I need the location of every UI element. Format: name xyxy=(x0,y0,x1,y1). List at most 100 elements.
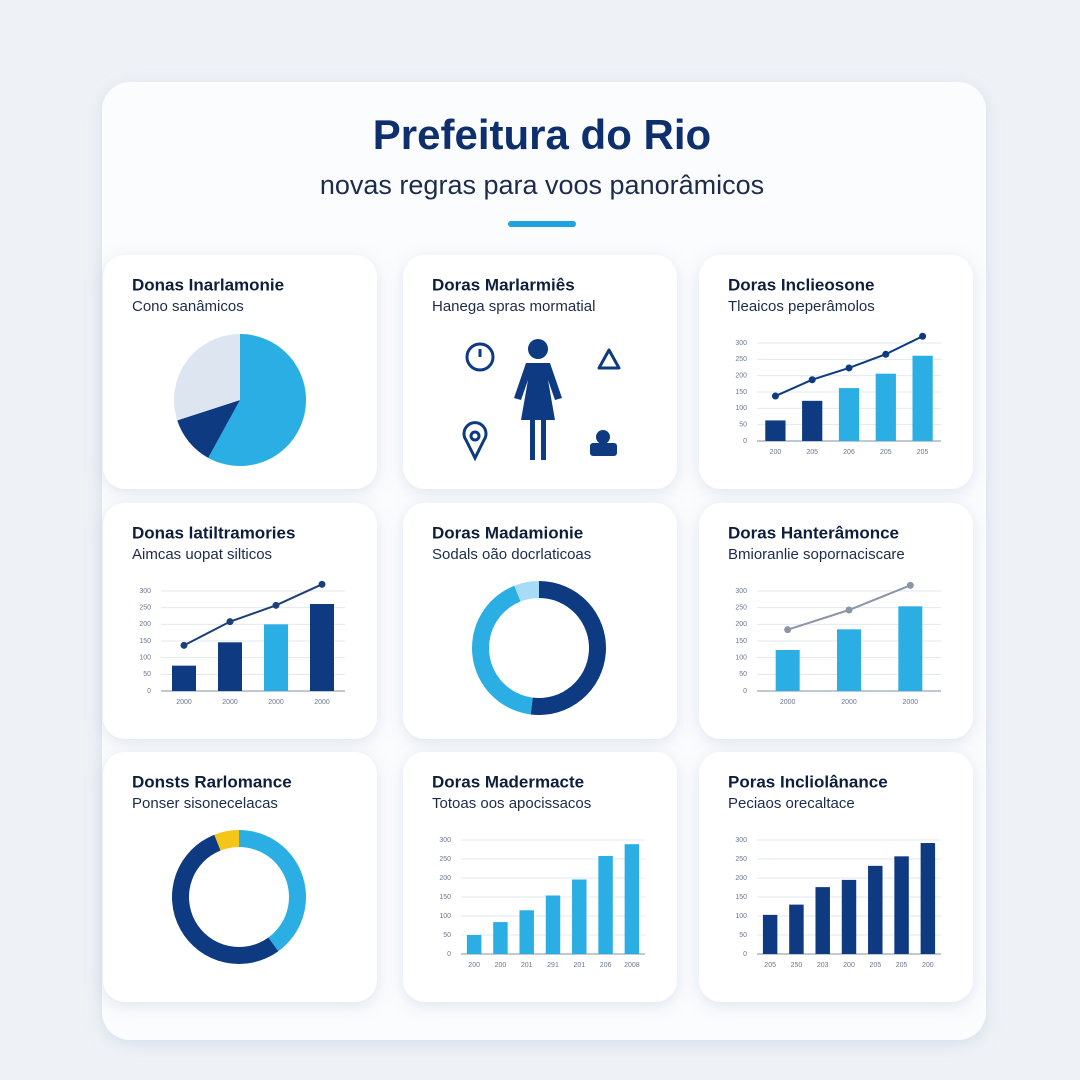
donut-slice xyxy=(472,585,533,715)
card: Doras Hanterâmonce Bmioranlie sopornacisc… xyxy=(699,503,973,739)
donut-slice xyxy=(514,581,539,602)
x-tick-label: 2000 xyxy=(314,699,330,706)
card-subtitle: Sodals oão docrlaticoas xyxy=(432,546,591,563)
x-tick-label: 206 xyxy=(843,449,855,456)
card-bg xyxy=(403,503,677,739)
triangle-icon xyxy=(597,348,621,370)
y-tick-label: 250 xyxy=(735,856,747,863)
y-tick-label: 200 xyxy=(439,875,451,882)
trend-point xyxy=(180,641,188,649)
card-subtitle: Totoas oos apocissacos xyxy=(432,795,591,812)
card-subtitle: Cono sanâmicos xyxy=(132,298,244,315)
card-title: Doras Madamionie xyxy=(432,523,583,542)
y-tick-label: 200 xyxy=(735,621,747,628)
person-head xyxy=(528,339,548,359)
x-tick-label: 200 xyxy=(770,449,782,456)
trend-point xyxy=(318,580,326,588)
x-tick-label: 2000 xyxy=(903,699,919,706)
bar xyxy=(598,855,613,954)
card-title: Doras Hanterâmonce xyxy=(728,523,899,542)
x-tick-label: 203 xyxy=(817,962,829,969)
trend-point xyxy=(784,626,792,634)
y-tick-label: 0 xyxy=(743,438,747,445)
card-bg xyxy=(103,752,377,1002)
icons xyxy=(462,339,621,462)
y-tick-label: 200 xyxy=(139,621,151,628)
bar xyxy=(572,879,587,954)
x-tick-label: 205 xyxy=(806,449,818,456)
bar xyxy=(519,910,534,954)
x-tick-label: 291 xyxy=(547,962,559,969)
card-title: Doras Inclieosone xyxy=(728,275,874,294)
trend-point xyxy=(808,376,816,384)
card: Doras Madermacte Totoas oos apocissacos 0 5… xyxy=(403,752,677,1002)
bar xyxy=(802,400,823,441)
bar xyxy=(894,856,909,954)
y-tick-label: 300 xyxy=(735,837,747,844)
bar xyxy=(545,895,561,954)
x-tick-label: 206 xyxy=(600,962,612,969)
bar xyxy=(310,604,334,691)
card-title: Donas latiltramories xyxy=(132,523,295,542)
x-tick-label: 200 xyxy=(468,962,480,969)
y-tick-label: 50 xyxy=(143,671,151,678)
subtitle: novas regras para voos panorâmicos xyxy=(320,170,764,200)
y-tick-label: 250 xyxy=(139,605,151,612)
x-tick-label: 2008 xyxy=(624,962,640,969)
y-tick-label: 0 xyxy=(147,688,151,695)
y-tick-label: 100 xyxy=(735,913,747,920)
y-tick-label: 0 xyxy=(743,951,747,958)
bar xyxy=(762,914,778,954)
card-subtitle: Aimcas uopat silticos xyxy=(132,546,272,563)
card-title: Poras Incliolânance xyxy=(728,772,888,791)
y-tick-label: 100 xyxy=(735,405,747,412)
y-tick-label: 0 xyxy=(447,951,451,958)
donut-slice xyxy=(239,830,306,952)
bar xyxy=(172,665,196,691)
y-tick-label: 150 xyxy=(735,894,747,901)
bar xyxy=(920,843,936,954)
x-tick-label: 200 xyxy=(922,962,934,969)
card-subtitle: Hanega spras mormatial xyxy=(432,298,595,315)
card: Donas Inarlamonie Cono sanâmicos xyxy=(103,255,377,489)
bar xyxy=(837,629,861,691)
y-tick-label: 100 xyxy=(139,655,151,662)
trend-point xyxy=(226,618,234,626)
x-tick-label: 205 xyxy=(896,962,908,969)
y-tick-label: 300 xyxy=(735,340,747,347)
bar xyxy=(775,650,800,691)
person-body xyxy=(514,363,562,460)
x-tick-label: 201 xyxy=(573,962,585,969)
card: Doras Madamionie Sodals oão docrlaticoas xyxy=(403,503,677,739)
pie-slice xyxy=(208,334,306,466)
y-tick-label: 150 xyxy=(439,894,451,901)
bar xyxy=(466,935,482,954)
y-tick-label: 250 xyxy=(735,605,747,612)
y-tick-label: 50 xyxy=(739,932,747,939)
bar xyxy=(815,887,830,954)
y-tick-label: 0 xyxy=(743,688,747,695)
y-tick-label: 50 xyxy=(739,422,747,429)
x-tick-label: 2000 xyxy=(222,699,238,706)
card: Poras Incliolânance Peciaos orecaltace 0 50… xyxy=(699,752,973,1002)
x-tick-label: 201 xyxy=(521,962,533,969)
bar xyxy=(912,355,933,441)
card-subtitle: Bmioranlie sopornaciscare xyxy=(728,546,905,563)
y-tick-label: 150 xyxy=(735,638,747,645)
stamp-base xyxy=(590,443,617,456)
y-tick-label: 100 xyxy=(439,913,451,920)
pie-slice xyxy=(173,334,240,421)
y-tick-label: 250 xyxy=(439,856,451,863)
y-tick-label: 50 xyxy=(739,671,747,678)
bar xyxy=(898,606,923,691)
bar xyxy=(841,879,857,954)
clock-icon xyxy=(465,342,495,372)
y-tick-label: 200 xyxy=(735,373,747,380)
y-tick-label: 300 xyxy=(735,588,747,595)
x-tick-label: 205 xyxy=(869,962,881,969)
bar xyxy=(624,844,640,954)
card-title: Doras Madermacte xyxy=(432,772,584,791)
donut-slice xyxy=(214,830,239,851)
